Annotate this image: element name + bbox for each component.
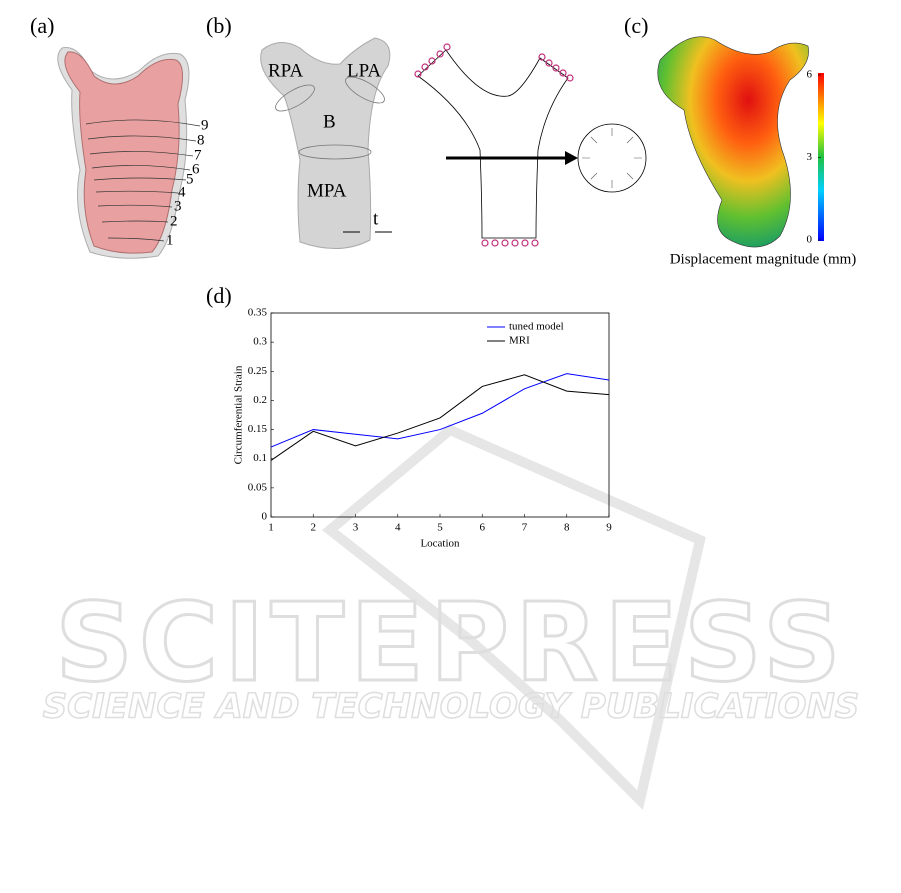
colorbar-tick-label: 3: [807, 151, 813, 163]
series-line: [270, 374, 610, 461]
artery: [260, 37, 391, 250]
region-label: MPA: [307, 180, 347, 201]
x-tick-label: 8: [564, 522, 570, 534]
x-tick-label: 4: [395, 522, 401, 534]
inner-surface: [64, 51, 183, 254]
panel-label: (a): [30, 13, 54, 38]
plot-frame: [270, 312, 610, 518]
colorbar: [818, 73, 824, 241]
y-tick-label: 0: [262, 511, 268, 523]
section-label: 6: [192, 161, 200, 177]
legend-label: tuned model: [509, 321, 564, 333]
y-tick-label: 0.1: [253, 452, 267, 464]
x-tick-label: 9: [606, 522, 612, 534]
panel-c-geometry: [657, 36, 809, 248]
colorbar-ticks: 0 3 6: [807, 69, 821, 246]
section-label: 2: [170, 213, 178, 229]
x-tick-label: 2: [311, 522, 317, 534]
section-label: 4: [178, 184, 186, 200]
section-label: 5: [186, 171, 194, 187]
x-tick-label: 5: [437, 522, 443, 534]
x-tick-label: 6: [480, 522, 486, 534]
region-label: B: [323, 111, 336, 132]
region-label: RPA: [268, 60, 303, 81]
series-line: [270, 373, 610, 448]
panel-label: (d): [206, 283, 232, 308]
panel-label: (c): [624, 13, 648, 38]
y-tick-label: 0.2: [253, 394, 267, 406]
y-tick-label: 0.3: [253, 336, 267, 348]
x-tick-label: 1: [268, 522, 274, 534]
watermark-title: SCITEPRESS: [55, 581, 846, 706]
y-tick-label: 0.05: [248, 481, 268, 493]
section-label: 8: [197, 132, 205, 148]
x-tick-label: 7: [522, 522, 528, 534]
region-label: LPA: [347, 60, 381, 81]
panel-b-schematic: [414, 43, 647, 247]
section-label: 3: [174, 198, 182, 214]
region-label: t: [373, 208, 379, 229]
y-tick-label: 0.15: [248, 423, 268, 435]
y-tick-label: 0.25: [248, 365, 268, 377]
panel-a-geometry: [57, 46, 201, 259]
colorbar-tick-label: 0: [807, 234, 813, 246]
y-axis-label: Circumferential Strain: [233, 365, 245, 464]
x-axis-label: Location: [420, 538, 460, 550]
colorbar-label: Displacement magnitude (mm): [670, 251, 857, 267]
colorbar-tick-label: 6: [807, 69, 813, 81]
watermark-shape: [322, 424, 706, 810]
y-tick-label: 0.35: [248, 307, 268, 319]
x-tick-label: 3: [353, 522, 359, 534]
watermark: [322, 424, 706, 810]
panel-b-geometry: [260, 37, 392, 250]
watermark-subtitle: SCIENCE AND TECHNOLOGY PUBLICATIONS: [43, 687, 860, 727]
section-label: 9: [201, 117, 209, 133]
panel-label: (b): [206, 13, 232, 38]
section-label: 1: [166, 232, 174, 248]
legend-label: MRI: [509, 335, 530, 347]
section-label: 7: [194, 147, 202, 163]
line-chart: Location Circumferential Strain 0 0.05 0.1…: [233, 307, 613, 550]
